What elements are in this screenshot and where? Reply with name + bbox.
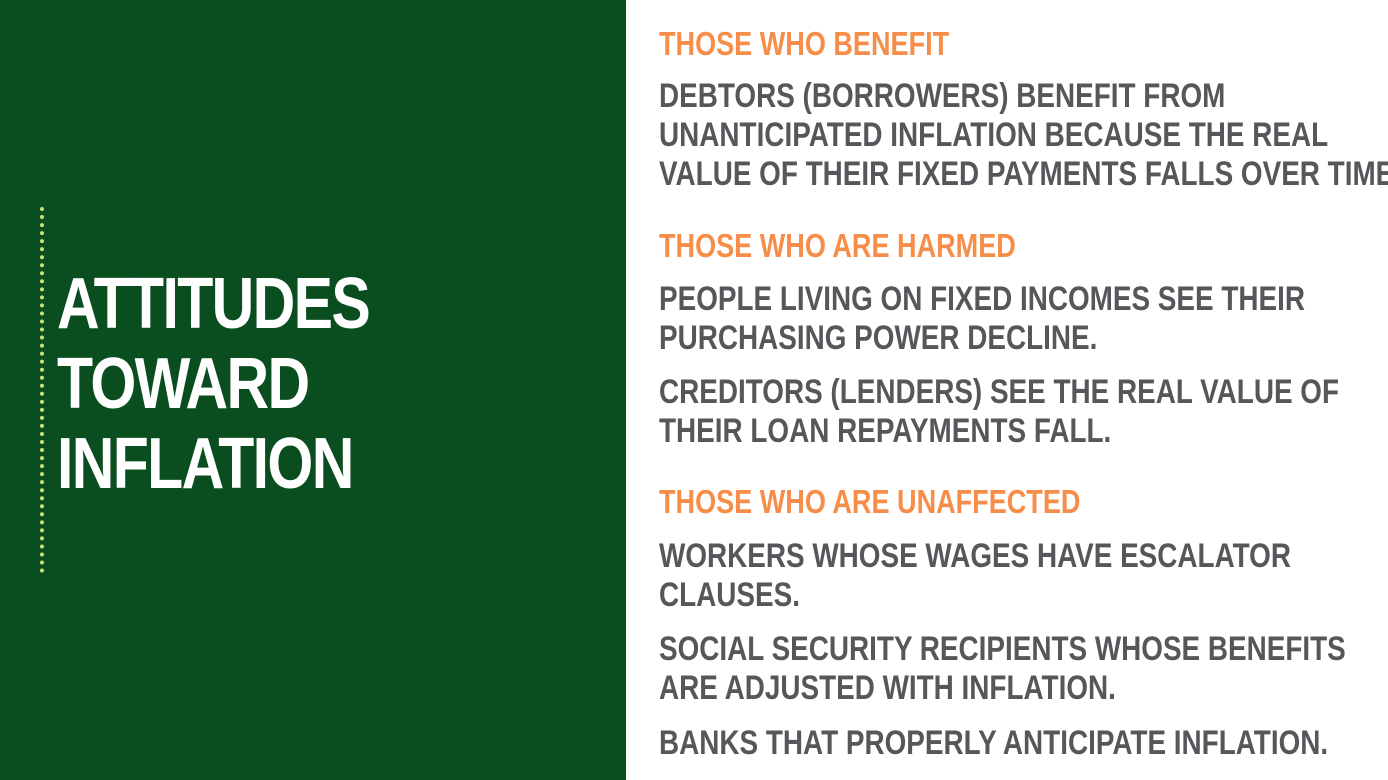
- list-item-line: SOCIAL SECURITY RECIPIENTS WHOSE BENEFIT…: [659, 630, 1346, 668]
- list-item-workers: WORKERS WHOSE WAGES HAVE ESCALATOR CLAUS…: [659, 537, 1291, 615]
- list-item-line: WORKERS WHOSE WAGES HAVE ESCALATOR: [659, 537, 1291, 575]
- list-item-social-security: SOCIAL SECURITY RECIPIENTS WHOSE BENEFIT…: [659, 630, 1346, 708]
- slide-title-line: TOWARD: [57, 344, 310, 424]
- content-panel: THOSE WHO BENEFIT DEBTORS (BORROWERS) BE…: [626, 0, 1388, 780]
- dotted-accent-line: [40, 207, 44, 573]
- list-item-line: CREDITORS (LENDERS) SEE THE REAL VALUE O…: [659, 373, 1340, 411]
- list-item-line: DEBTORS (BORROWERS) BENEFIT FROM: [659, 77, 1226, 115]
- slide-title-line: INFLATION: [57, 424, 354, 504]
- list-item-fixed-incomes: PEOPLE LIVING ON FIXED INCOMES SEE THEIR…: [659, 280, 1305, 358]
- list-item-creditors: CREDITORS (LENDERS) SEE THE REAL VALUE O…: [659, 373, 1339, 451]
- list-item-line: PURCHASING POWER DECLINE.: [659, 319, 1098, 357]
- list-item-line: PEOPLE LIVING ON FIXED INCOMES SEE THEIR: [659, 280, 1305, 318]
- list-item-line: VALUE OF THEIR FIXED PAYMENTS FALLS OVER…: [659, 155, 1388, 193]
- section-heading-unaffected: THOSE WHO ARE UNAFFECTED: [659, 483, 1081, 520]
- slide-title-line: ATTITUDES: [57, 264, 371, 344]
- section-heading-benefit: THOSE WHO BENEFIT: [659, 25, 950, 62]
- list-item-line: UNANTICIPATED INFLATION BECAUSE THE REAL: [659, 116, 1329, 154]
- list-item-banks: BANKS THAT PROPERLY ANTICIPATE INFLATION…: [659, 724, 1328, 763]
- list-item-line: BANKS THAT PROPERLY ANTICIPATE INFLATION…: [659, 724, 1329, 762]
- section-heading-harmed: THOSE WHO ARE HARMED: [659, 227, 1016, 264]
- list-item-debtors: DEBTORS (BORROWERS) BENEFIT FROM UNANTIC…: [659, 77, 1388, 194]
- list-item-line: CLAUSES.: [659, 576, 800, 614]
- list-item-line: THEIR LOAN REPAYMENTS FALL.: [659, 412, 1112, 450]
- title-panel: ATTITUDES TOWARD INFLATION: [0, 0, 626, 780]
- slide-title: ATTITUDES TOWARD INFLATION: [57, 264, 371, 504]
- list-item-line: ARE ADJUSTED WITH INFLATION.: [659, 669, 1116, 707]
